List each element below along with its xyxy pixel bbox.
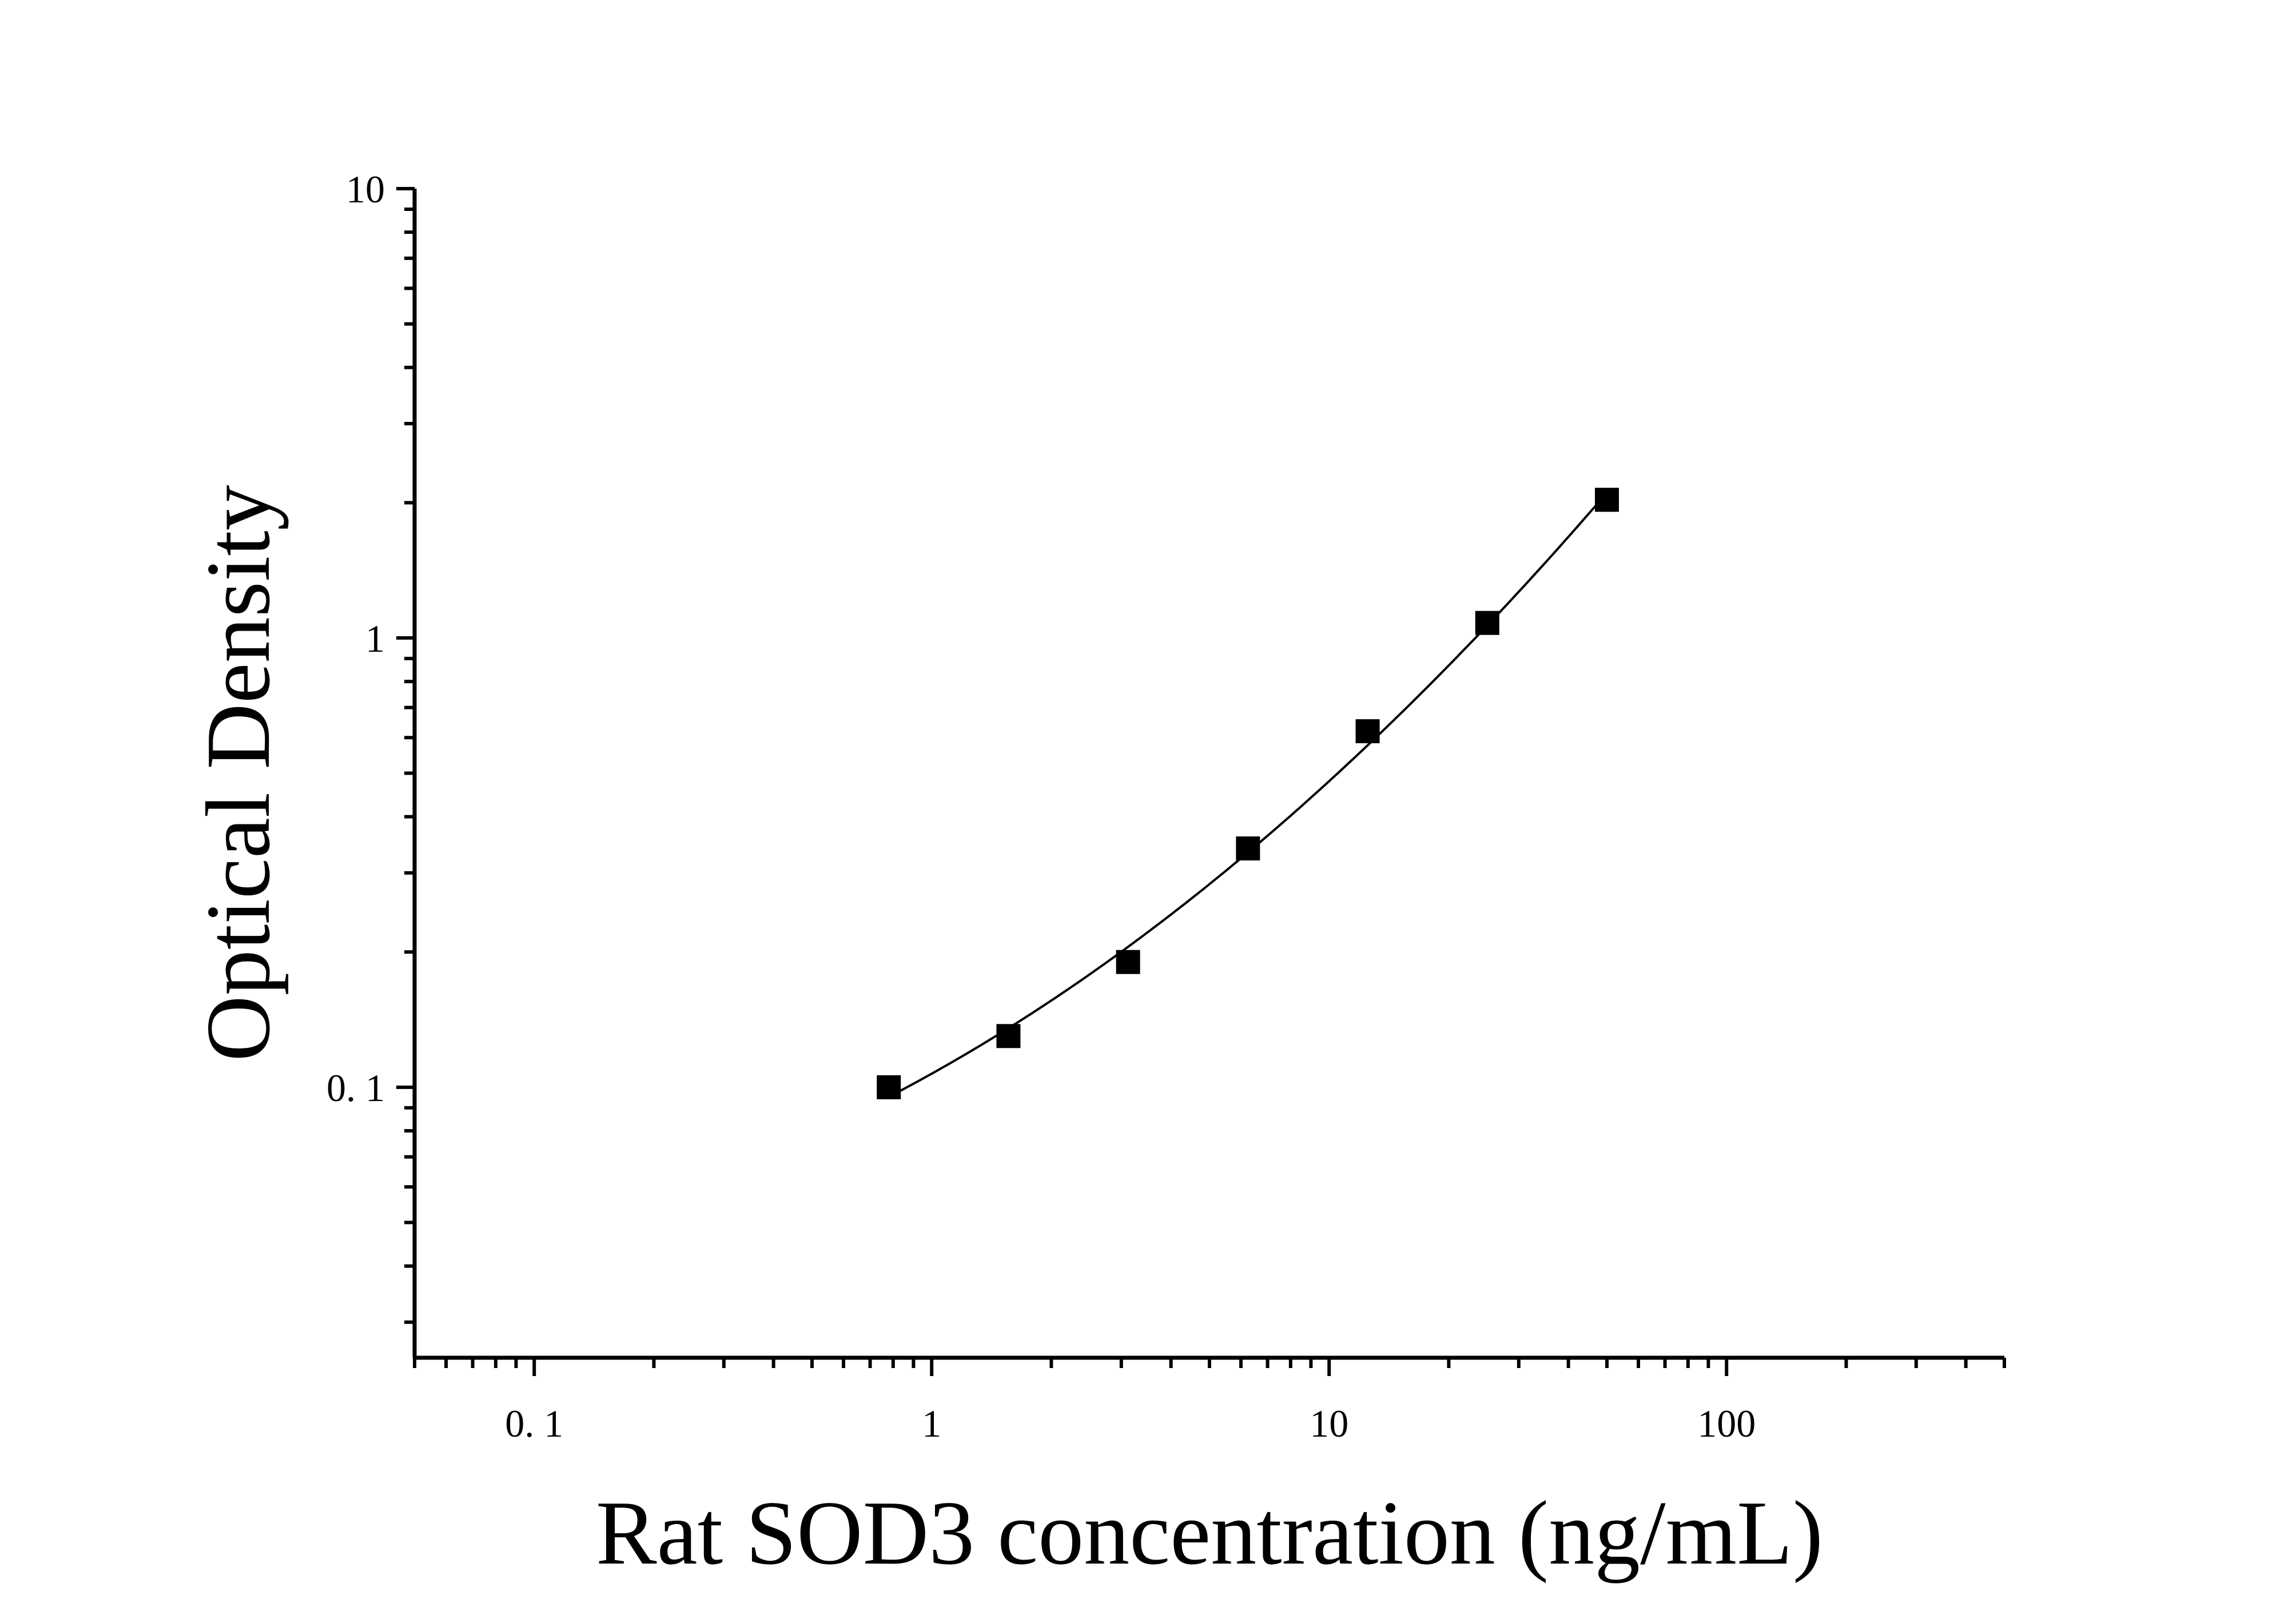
fit-curve bbox=[888, 492, 1608, 1098]
data-points bbox=[877, 488, 1619, 1099]
data-point bbox=[1116, 950, 1140, 974]
data-point bbox=[877, 1075, 901, 1099]
axes: 0. 1 1 10 100 0. 1 1 10 bbox=[327, 168, 2006, 1445]
y-tick-label: 0. 1 bbox=[327, 1066, 385, 1110]
x-tick-label: 10 bbox=[1310, 1402, 1348, 1445]
y-axis-label: Optical Density bbox=[187, 485, 289, 1062]
x-tick-label: 0. 1 bbox=[505, 1402, 563, 1445]
data-point bbox=[1595, 488, 1619, 512]
y-tick-label: 1 bbox=[365, 617, 385, 660]
x-tick-label: 100 bbox=[1697, 1402, 1756, 1445]
data-point bbox=[996, 1024, 1021, 1048]
data-point bbox=[1475, 611, 1499, 635]
fit-curve-layer bbox=[888, 492, 1608, 1098]
x-tick-label: 1 bbox=[922, 1402, 941, 1445]
data-point bbox=[1355, 719, 1380, 744]
y-tick-label: 10 bbox=[346, 168, 385, 211]
x-axis-label: Rat SOD3 concentration (ng/mL) bbox=[596, 1482, 1823, 1584]
data-point bbox=[1236, 836, 1260, 861]
